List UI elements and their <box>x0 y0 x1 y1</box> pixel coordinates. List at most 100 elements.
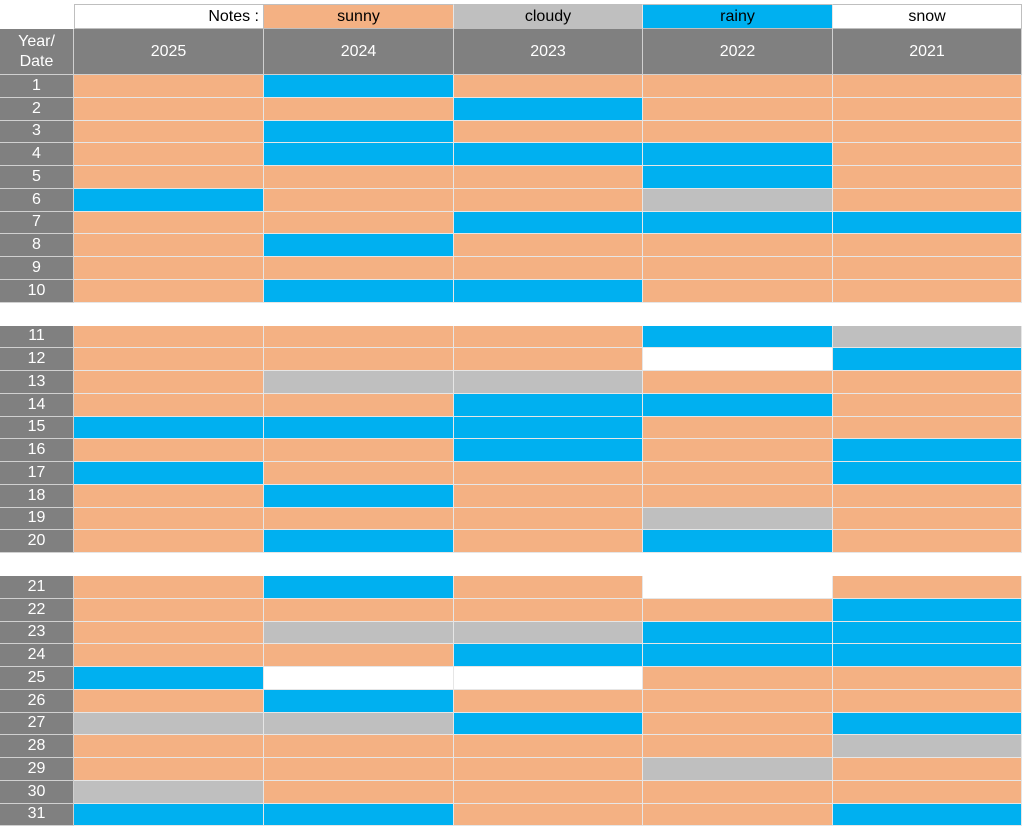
weather-cell <box>643 484 833 508</box>
weather-cell <box>454 211 643 235</box>
weather-cell <box>643 644 833 667</box>
weather-cell <box>264 735 454 758</box>
day-label: 9 <box>0 257 74 280</box>
weather-cell <box>833 803 1022 827</box>
weather-cell <box>74 621 264 645</box>
weather-cell <box>454 75 643 98</box>
weather-cell <box>74 279 264 303</box>
day-label: 4 <box>0 143 74 166</box>
year-header: 2023 <box>454 29 643 75</box>
weather-cell <box>454 257 643 280</box>
corner-header: Year/ Date <box>0 29 74 75</box>
weather-cell <box>643 576 833 599</box>
weather-cell <box>74 348 264 371</box>
day-label: 27 <box>0 712 74 736</box>
weather-cell <box>643 257 833 280</box>
weather-cell <box>833 530 1022 553</box>
weather-cell <box>454 166 643 189</box>
weather-cell <box>454 462 643 485</box>
weather-cell <box>833 75 1022 98</box>
weather-cell <box>643 803 833 827</box>
day-label: 29 <box>0 758 74 781</box>
weather-cell <box>454 325 643 349</box>
weather-cell <box>643 530 833 553</box>
weather-cell <box>454 348 643 371</box>
weather-cell <box>454 621 643 645</box>
legend-item: sunny <box>264 4 454 29</box>
weather-cell <box>833 97 1022 121</box>
weather-cell <box>74 257 264 280</box>
weather-cell <box>454 598 643 622</box>
weather-cell <box>74 689 264 713</box>
day-label: 21 <box>0 576 74 599</box>
weather-cell <box>74 166 264 189</box>
weather-cell <box>643 279 833 303</box>
weather-cell <box>833 393 1022 417</box>
weather-cell <box>74 393 264 417</box>
weather-cell <box>454 735 643 758</box>
weather-cell <box>833 439 1022 462</box>
weather-cell <box>833 211 1022 235</box>
weather-cell <box>643 439 833 462</box>
day-label: 23 <box>0 621 74 645</box>
weather-cell <box>833 325 1022 349</box>
weather-cell <box>643 712 833 736</box>
weather-cell <box>74 735 264 758</box>
weather-cell <box>643 234 833 257</box>
weather-cell <box>643 325 833 349</box>
weather-cell <box>833 371 1022 394</box>
weather-cell <box>643 735 833 758</box>
weather-cell <box>454 507 643 531</box>
weather-cell <box>454 803 643 827</box>
weather-cell <box>454 97 643 121</box>
weather-cell <box>264 234 454 257</box>
weather-cell <box>74 484 264 508</box>
weather-cell <box>833 507 1022 531</box>
weather-cell <box>264 758 454 781</box>
weather-cell <box>643 758 833 781</box>
weather-cell <box>454 576 643 599</box>
weather-cell <box>454 143 643 166</box>
weather-cell <box>454 279 643 303</box>
day-label: 15 <box>0 416 74 440</box>
weather-cell <box>74 439 264 462</box>
year-header: 2024 <box>264 29 454 75</box>
weather-cell <box>643 188 833 212</box>
weather-cell <box>264 143 454 166</box>
weather-cell <box>454 371 643 394</box>
day-label: 20 <box>0 530 74 553</box>
weather-cell <box>643 211 833 235</box>
weather-cell <box>74 75 264 98</box>
weather-cell <box>643 780 833 804</box>
weather-cell <box>74 598 264 622</box>
day-label: 5 <box>0 166 74 189</box>
day-label: 6 <box>0 188 74 212</box>
weather-cell <box>643 598 833 622</box>
weather-cell <box>74 371 264 394</box>
weather-cell <box>264 780 454 804</box>
legend-item: snow <box>833 4 1022 29</box>
weather-cell <box>264 803 454 827</box>
weather-cell <box>643 348 833 371</box>
weather-cell <box>454 393 643 417</box>
weather-cell <box>74 667 264 690</box>
weather-cell <box>264 211 454 235</box>
weather-cell <box>264 97 454 121</box>
weather-cell <box>643 166 833 189</box>
day-label: 10 <box>0 279 74 303</box>
weather-cell <box>833 462 1022 485</box>
weather-cell <box>643 416 833 440</box>
day-label: 1 <box>0 75 74 98</box>
weather-cell <box>454 484 643 508</box>
day-label: 14 <box>0 393 74 417</box>
weather-cell <box>264 644 454 667</box>
weather-cell <box>454 234 643 257</box>
weather-cell <box>74 325 264 349</box>
weather-cell <box>264 75 454 98</box>
day-label: 31 <box>0 803 74 827</box>
day-label: 28 <box>0 735 74 758</box>
weather-cell <box>833 234 1022 257</box>
weather-cell <box>643 97 833 121</box>
weather-cell <box>264 576 454 599</box>
day-label: 3 <box>0 120 74 144</box>
